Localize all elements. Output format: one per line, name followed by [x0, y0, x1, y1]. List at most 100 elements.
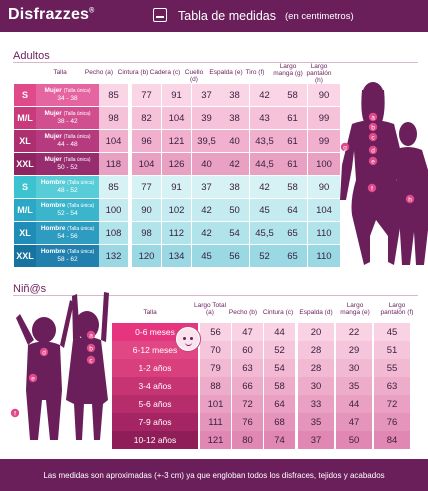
kids-col-header: Largo pantalón (f) [380, 302, 414, 316]
measure-cell: 99 [308, 107, 340, 129]
size-code: XXL [14, 153, 36, 175]
measure-cell: 58 [278, 176, 307, 198]
group-note: (Talla única) [63, 111, 91, 117]
adults-col-header: Cuello (d) [184, 69, 204, 83]
group-name: Hombre [40, 248, 66, 255]
measure-marker-label: g [343, 145, 347, 152]
kids-divider [13, 295, 418, 296]
measure-cell: 121 [162, 130, 191, 152]
kids-measure-cell: 76 [374, 413, 410, 431]
measure-cell: 61 [278, 153, 307, 175]
group-note: (Talla única) [63, 88, 91, 94]
measure-cell: 112 [162, 222, 191, 244]
measure-marker-label: a [371, 115, 375, 122]
size-row: XXL Mujer (Talla única) 50 - 52 118 104 126 40… [14, 153, 340, 175]
kids-measure-cell: 60 [232, 341, 263, 359]
measure-marker [368, 145, 378, 155]
kids-measure-cell: 55 [374, 359, 410, 377]
baby-face-icon [176, 327, 200, 351]
measure-cell: 58 [278, 84, 307, 106]
group-note: (Talla única) [63, 134, 91, 140]
kids-measure-cell: 47 [336, 413, 372, 431]
measure-marker [86, 330, 96, 340]
size-group-label: Mujer (Talla única) 38 - 42 [36, 107, 99, 129]
measure-marker [368, 112, 378, 122]
size-group-label: Hombre (Talla única) 58 - 62 [36, 245, 99, 267]
kids-measure-cell: 33 [298, 395, 334, 413]
kids-measure-cell: 22 [336, 323, 372, 341]
measure-cell: 90 [132, 199, 161, 221]
measure-cell: 38 [220, 84, 249, 106]
group-note: (Talla única) [67, 226, 95, 232]
kids-measure-cell: 30 [298, 377, 334, 395]
measure-cell: 98 [132, 222, 161, 244]
kids-measure-cell: 28 [298, 341, 334, 359]
group-name: Mujer [44, 133, 62, 140]
size-row: S Hombre (Talla única) 48 - 52 85 77 91 37 38 42… [14, 176, 340, 198]
kids-col-header: Largo manga (e) [340, 302, 370, 316]
measure-cell: 102 [162, 199, 191, 221]
measure-marker-label: b [89, 346, 93, 353]
measure-cell: 82 [132, 107, 161, 129]
measure-cell: 110 [308, 222, 340, 244]
size-range: 54 - 56 [57, 233, 78, 240]
size-code: XXL [14, 245, 36, 267]
group-name: Mujer [44, 156, 62, 163]
kids-measure-cell: 29 [336, 341, 372, 359]
age-label: 6-12 meses [112, 341, 198, 359]
measure-cell: 44,5 [250, 153, 279, 175]
kids-measure-cell: 84 [374, 431, 410, 449]
measure-cell: 45 [250, 199, 279, 221]
measure-cell: 98 [99, 107, 128, 129]
measure-marker-label: h [408, 197, 412, 204]
size-group-label: Mujer (Talla única) 50 - 52 [36, 153, 99, 175]
age-row: 6-12 meses 70 60 52 28 29 51 [112, 341, 418, 359]
kids-measure-cell: 79 [200, 359, 231, 377]
measure-marker-label: c [89, 358, 93, 365]
size-code: S [14, 84, 36, 106]
measure-cell: 42 [250, 176, 279, 198]
kids-measure-cell: 50 [336, 431, 372, 449]
measure-cell: 65 [278, 222, 307, 244]
kids-measure-cell: 54 [264, 359, 295, 377]
kids-measure-cell: 35 [298, 413, 334, 431]
adults-col-header: Tiro (f) [245, 69, 265, 76]
measure-cell: 104 [162, 107, 191, 129]
size-range: 48 - 52 [57, 187, 78, 194]
measure-cell: 104 [99, 130, 128, 152]
measure-marker [368, 156, 378, 166]
kids-measure-cell: 52 [264, 341, 295, 359]
measure-cell: 38 [220, 107, 249, 129]
group-note: (Talla única) [67, 249, 95, 255]
kids-measure-cell: 35 [336, 377, 372, 395]
measure-cell: 45,5 [250, 222, 279, 244]
age-label: 7-9 años [112, 413, 198, 431]
measure-marker-label: d [42, 350, 46, 357]
measure-marker [405, 194, 415, 204]
size-code: XL [14, 222, 36, 244]
measure-cell: 90 [308, 84, 340, 106]
kids-measure-cell: 51 [374, 341, 410, 359]
measure-marker-label: f [371, 186, 373, 193]
measure-cell: 77 [132, 176, 161, 198]
measure-cell: 42 [220, 153, 249, 175]
size-range: 44 - 48 [57, 141, 78, 148]
kids-measure-cell: 44 [336, 395, 372, 413]
measure-cell: 56 [220, 245, 249, 267]
age-label: 10-12 años [112, 431, 198, 449]
ruler-icon [153, 8, 167, 22]
age-label: 3-4 años [112, 377, 198, 395]
measure-cell: 54 [220, 222, 249, 244]
size-row: M/L Hombre (Talla única) 52 - 54 100 90 102 42… [14, 199, 340, 221]
measure-marker-label: b [371, 125, 375, 132]
group-note: (Talla única) [67, 203, 95, 209]
kids-measure-cell: 76 [232, 413, 263, 431]
size-range: 50 - 52 [57, 164, 78, 171]
measure-marker-label: a [89, 333, 93, 340]
group-name: Hombre [40, 202, 66, 209]
kids-measure-cell: 30 [336, 359, 372, 377]
brand-logo[interactable]: Disfrazzes® [8, 6, 95, 23]
measure-cell: 104 [132, 153, 161, 175]
measure-cell: 45 [192, 245, 221, 267]
